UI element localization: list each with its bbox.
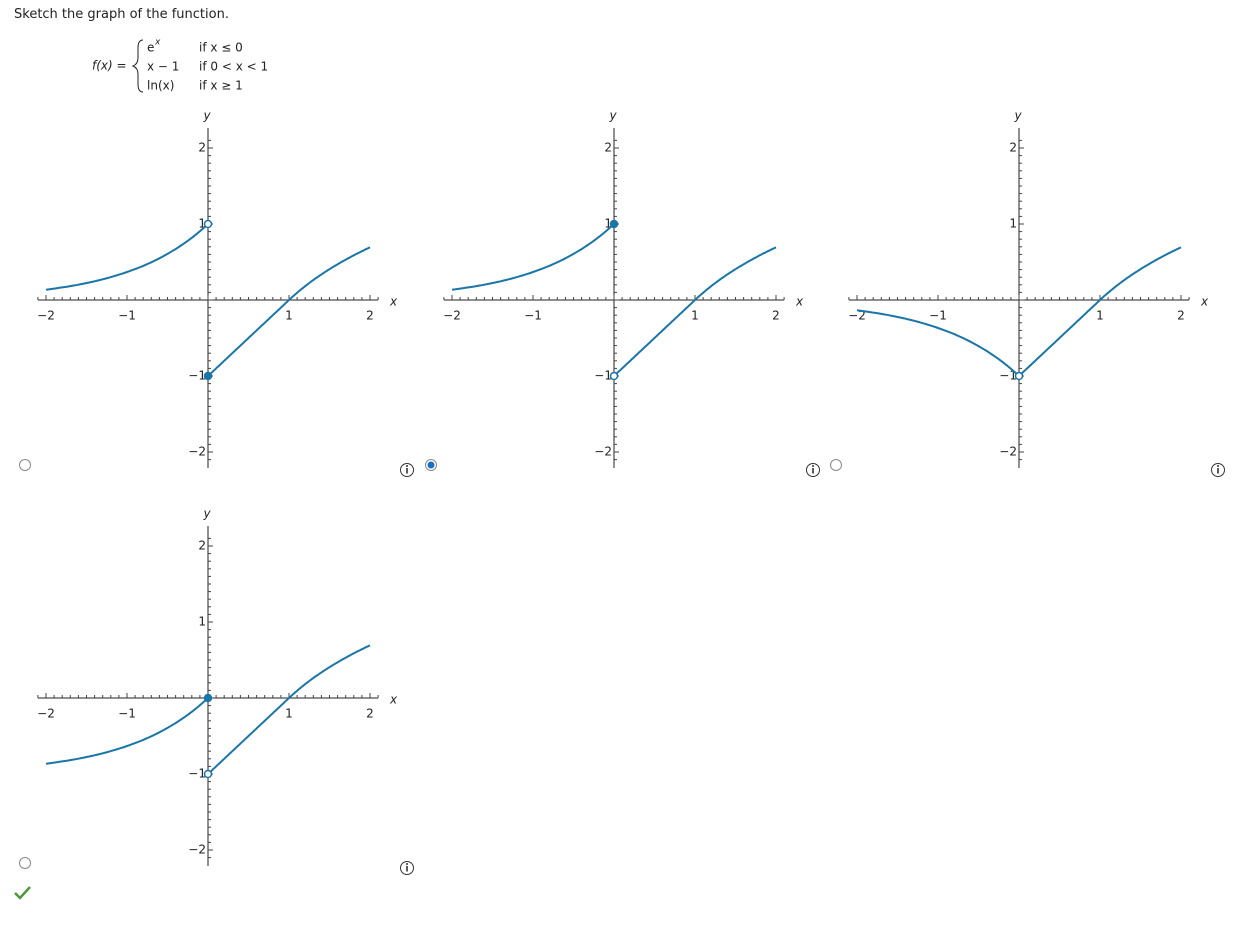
piece-cond: if x ≥ 1 xyxy=(199,79,243,93)
y-tick-label: 2 xyxy=(198,539,206,553)
piece-expr: ln(x) xyxy=(147,79,174,93)
closed-dot xyxy=(203,371,213,381)
curve xyxy=(1099,246,1182,301)
y-tick-label: −1 xyxy=(188,767,206,781)
x-tick-label: 1 xyxy=(285,309,293,323)
x-tick-label: −2 xyxy=(37,707,55,721)
curve xyxy=(288,246,371,301)
y-tick-label: 1 xyxy=(198,217,206,231)
open-dot xyxy=(203,769,213,779)
y-tick-label: −2 xyxy=(188,445,206,459)
y-tick-label: −1 xyxy=(999,369,1017,383)
y-tick-label: 1 xyxy=(198,615,206,629)
curve xyxy=(451,223,615,291)
y-tick-label: 1 xyxy=(1009,217,1017,231)
y-axis-label: y xyxy=(1013,109,1022,123)
y-axis-label: y xyxy=(202,109,211,123)
curve xyxy=(207,697,290,775)
curve xyxy=(1018,299,1101,377)
piece-cond: if x ≤ 0 xyxy=(199,41,243,55)
x-tick-label: 2 xyxy=(366,309,374,323)
piece-cond: if 0 < x < 1 xyxy=(199,60,268,74)
y-tick-label: −2 xyxy=(594,445,612,459)
info-icon-dot xyxy=(406,863,408,865)
info-icon-dot xyxy=(812,465,814,467)
x-axis-label: x xyxy=(389,693,398,707)
open-dot xyxy=(203,219,213,229)
y-tick-label: 2 xyxy=(604,141,612,155)
curve xyxy=(288,644,371,699)
radio-selected[interactable] xyxy=(427,461,435,469)
open-dot xyxy=(1014,371,1024,381)
info-icon-dot xyxy=(1217,465,1219,467)
x-tick-label: −2 xyxy=(37,309,55,323)
x-tick-label: 2 xyxy=(772,309,780,323)
y-tick-label: −2 xyxy=(999,445,1017,459)
x-tick-label: 1 xyxy=(285,707,293,721)
x-tick-label: −1 xyxy=(118,707,136,721)
piece-sup: x xyxy=(154,38,161,48)
x-tick-label: −1 xyxy=(929,309,947,323)
piece-expr: x − 1 xyxy=(147,60,179,74)
curve xyxy=(207,299,290,377)
open-dot xyxy=(609,371,619,381)
x-tick-label: 1 xyxy=(691,309,699,323)
curve xyxy=(856,309,1020,377)
curve xyxy=(45,697,209,765)
info-icon-stem xyxy=(1217,468,1219,474)
info-icon-stem xyxy=(812,468,814,474)
curve xyxy=(45,223,209,291)
x-tick-label: −2 xyxy=(443,309,461,323)
function-name: f(x) = xyxy=(92,59,127,73)
x-axis-label: x xyxy=(389,295,398,309)
closed-dot xyxy=(609,219,619,229)
x-tick-label: 2 xyxy=(366,707,374,721)
y-tick-label: −1 xyxy=(188,369,206,383)
x-tick-label: −2 xyxy=(848,309,866,323)
radio-button[interactable] xyxy=(19,459,31,471)
y-tick-label: 1 xyxy=(604,217,612,231)
y-tick-label: 2 xyxy=(1009,141,1017,155)
closed-dot xyxy=(203,693,213,703)
x-tick-label: 1 xyxy=(1096,309,1104,323)
curve xyxy=(613,299,696,377)
piece-expr: e xyxy=(147,41,154,55)
x-tick-label: 2 xyxy=(1177,309,1185,323)
info-icon-dot xyxy=(406,465,408,467)
x-axis-label: x xyxy=(1200,295,1209,309)
radio-button[interactable] xyxy=(19,857,31,869)
correct-check xyxy=(14,886,31,900)
y-axis-label: y xyxy=(608,109,617,123)
x-tick-label: −1 xyxy=(524,309,542,323)
x-tick-label: −1 xyxy=(118,309,136,323)
brace xyxy=(131,39,144,93)
info-icon-stem xyxy=(406,866,408,872)
curve xyxy=(694,246,777,301)
y-tick-label: 2 xyxy=(198,141,206,155)
y-axis-label: y xyxy=(202,507,211,521)
radio-button[interactable] xyxy=(830,459,842,471)
y-tick-label: −1 xyxy=(594,369,612,383)
x-axis-label: x xyxy=(795,295,804,309)
prompt: Sketch the graph of the function. xyxy=(14,7,229,22)
info-icon-stem xyxy=(406,468,408,474)
y-tick-label: −2 xyxy=(188,843,206,857)
